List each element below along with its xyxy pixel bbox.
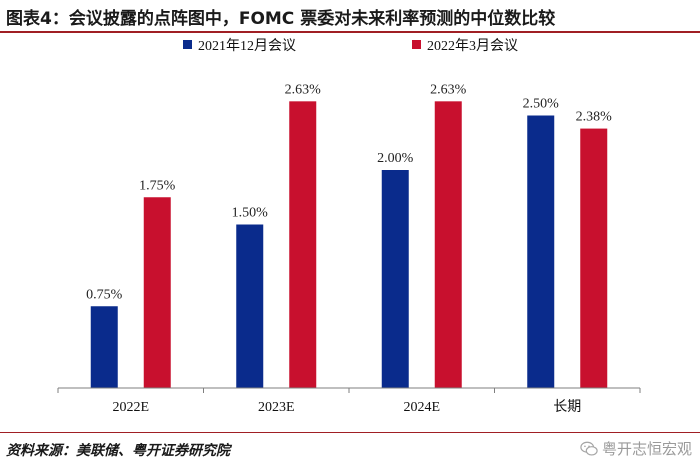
watermark-text: 粤开志恒宏观	[601, 440, 692, 458]
x-tick-label: 2024E	[403, 400, 440, 415]
legend-swatch	[412, 40, 421, 49]
bar	[143, 197, 171, 388]
bar	[580, 128, 608, 388]
bar	[434, 101, 462, 388]
wechat-icon	[580, 441, 598, 456]
title-divider	[0, 31, 700, 33]
data-label: 2.63%	[285, 82, 322, 97]
source-divider	[0, 432, 700, 433]
legend: 2021年12月会议 2022年3月会议	[183, 38, 518, 54]
x-tick-label: 长期	[553, 399, 581, 415]
watermark: 粤开志恒宏观	[580, 438, 692, 459]
data-label: 1.75%	[139, 178, 176, 193]
data-label: 2.38%	[576, 110, 613, 125]
bars	[90, 101, 608, 388]
bar	[90, 306, 118, 388]
legend-label: 2022年3月会议	[427, 38, 518, 54]
data-label: 2.00%	[377, 151, 414, 166]
data-label: 2.63%	[430, 82, 467, 97]
chart-title: 图表4：会议披露的点阵图中，FOMC 票委对未来利率预测的中位数比较	[6, 9, 556, 29]
value-labels: 0.75% 1.75% 1.50% 2.63% 2.00% 2.63% 2.50% 2.38%	[86, 82, 612, 302]
x-axis: 2022E 2023E 2024E 长期	[57, 387, 641, 415]
legend-label: 2021年12月会议	[198, 38, 296, 54]
source-note: 资料来源：美联储、粤开证券研究院	[6, 443, 230, 459]
bar	[236, 224, 264, 388]
data-label: 1.50%	[232, 206, 269, 221]
bar	[381, 170, 409, 388]
bar	[527, 115, 555, 388]
data-label: 0.75%	[86, 287, 123, 302]
x-tick-label: 2023E	[258, 400, 295, 415]
x-tick-label: 2022E	[112, 400, 149, 415]
legend-swatch	[183, 40, 192, 49]
legend-item: 2021年12月会议	[183, 38, 296, 54]
data-label: 2.50%	[523, 97, 560, 112]
legend-item: 2022年3月会议	[412, 38, 518, 54]
bar	[289, 101, 317, 388]
bar-chart: 2021年12月会议 2022年3月会议 0.75% 1.75% 1.50% 2.63%…	[57, 38, 641, 415]
